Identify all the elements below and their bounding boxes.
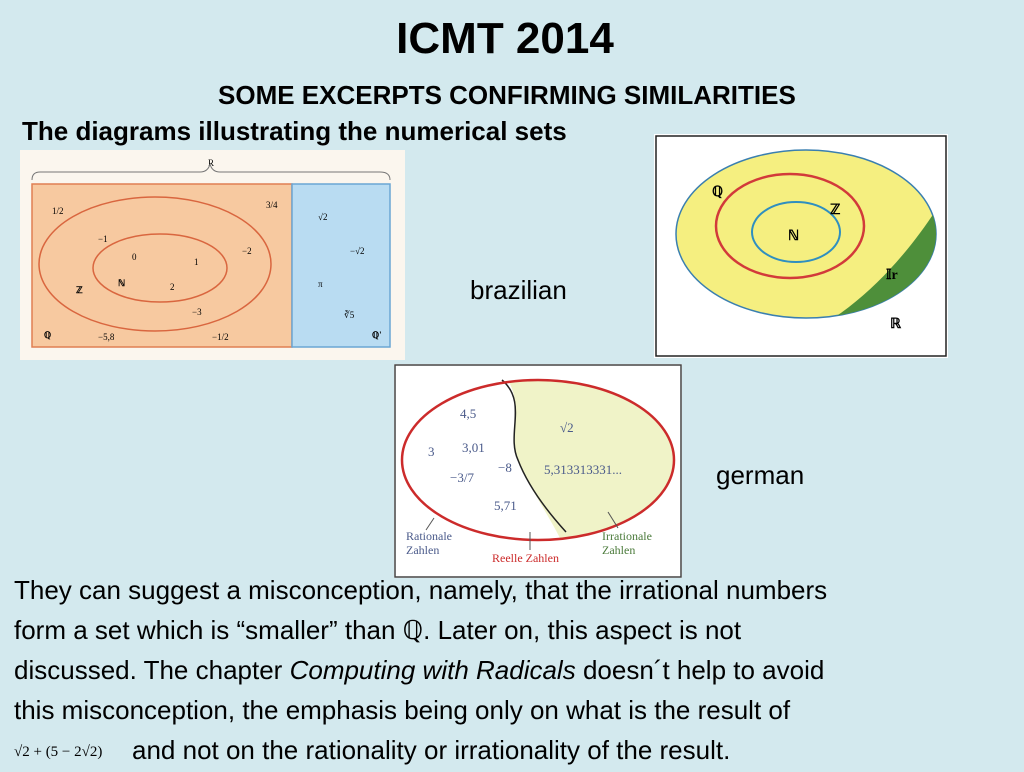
num-zero: 0 <box>132 252 137 262</box>
num-minus-one: −1 <box>98 234 108 244</box>
num-minus-two: −2 <box>242 246 252 256</box>
label-rationals: ℚ <box>712 185 723 200</box>
rationals-symbol: ℚ <box>402 615 424 645</box>
num-three-quarters: 3/4 <box>266 200 278 210</box>
brazilian-diagram-sets-figure: R ℕ ℤ ℚ ℚ' 1/2 3/4 −1 0 1 −2 2 −3 −5,8 −… <box>31 158 391 348</box>
body-paragraph: They can suggest a misconception, namely… <box>14 570 1014 772</box>
german-diagram-figure: 4,5 3 3,01 −8 −3/7 5,71 √2 5,313313331..… <box>394 364 682 578</box>
integers-ellipse <box>714 172 866 280</box>
divider-curve <box>501 379 567 533</box>
paragraph-line-3-start: discussed. The chapter <box>14 655 290 685</box>
label-german: german <box>716 460 805 490</box>
label-integers: ℤ <box>76 285 83 295</box>
label-reals: R <box>208 158 214 168</box>
label-reals: ℝ <box>890 317 902 332</box>
num-minus-five-eight: −5,8 <box>98 332 115 342</box>
num-one: 1 <box>194 257 199 267</box>
label-integers: ℤ <box>830 203 841 218</box>
paragraph-line-3: discussed. The chapter Computing with Ra… <box>14 650 1014 690</box>
integers-ellipse <box>38 196 272 332</box>
num-minus-three: −3 <box>192 307 202 317</box>
formula: √2 + (5 − 2√2) <box>14 744 103 761</box>
reelle-ellipse <box>400 378 676 542</box>
paragraph-line-1: They can suggest a misconception, namely… <box>14 575 828 605</box>
num-5-71: 5,71 <box>494 498 517 513</box>
label-naturals: ℕ <box>118 278 125 288</box>
paragraph-line-3-end: doesn´t help to avoid <box>575 655 825 685</box>
num-5-313: 5,313313331... <box>544 462 622 477</box>
num-pi: π <box>318 279 323 289</box>
page-title: ICMT 2014 <box>396 14 614 63</box>
num-minus-3-7: −3/7 <box>450 470 474 485</box>
num-minus-8: −8 <box>498 460 512 475</box>
num-3-01: 3,01 <box>462 440 485 455</box>
german-diagram: 4,5 3 3,01 −8 −3/7 5,71 √2 5,313313331..… <box>394 364 682 578</box>
section-heading: The diagrams illustrating the numerical … <box>22 116 567 146</box>
paragraph-line-2: form a set which is “smaller” than ℚ. La… <box>14 610 1014 650</box>
label-rationals: ℚ <box>44 330 51 340</box>
num-minus-sqrt-two: −√2 <box>350 246 365 256</box>
num-sqrt-two: √2 <box>318 212 327 222</box>
caption-irrationale: Irrationale <box>602 529 652 543</box>
caption-rationale: Rationale <box>406 529 452 543</box>
num-4-5: 4,5 <box>460 406 476 421</box>
caption-rationale-zahlen: Zahlen <box>406 543 439 557</box>
label-naturals: ℕ <box>788 229 799 244</box>
label-brazilian: brazilian <box>470 275 567 305</box>
paragraph-line-4: this misconception, the emphasis being o… <box>14 695 791 725</box>
paragraph-line-2-start: form a set which is “smaller” than <box>14 615 403 645</box>
naturals-ellipse <box>92 233 228 303</box>
num-minus-half: −1/2 <box>212 332 229 342</box>
paragraph-line-5: √2 + (5 − 2√2) and not on the rationality… <box>14 730 1014 772</box>
brazilian-diagram-nested-figure: ℚ ℤ ℕ 𝕀r ℝ <box>655 135 947 357</box>
caption-irrationale-zahlen: Zahlen <box>602 543 635 557</box>
rationals-region <box>31 183 293 348</box>
num-two: 2 <box>170 282 175 292</box>
paragraph-line-5-text: and not on the rationality or irrational… <box>132 735 731 765</box>
page-subtitle: SOME EXCERPTS CONFIRMING SIMILARITIES <box>218 80 796 110</box>
brazilian-diagram-nested: ℚ ℤ ℕ 𝕀r ℝ <box>654 134 948 358</box>
naturals-ellipse <box>751 201 841 263</box>
chapter-title: Computing with Radicals <box>289 655 576 685</box>
num-half: 1/2 <box>52 206 64 216</box>
num-sqrt-2: √2 <box>560 420 574 435</box>
irrationals-region <box>291 183 391 348</box>
irrationale-region <box>502 380 674 540</box>
paragraph-line-2-end: . Later on, this aspect is not <box>423 615 742 645</box>
label-irrationals: ℚ' <box>372 330 382 340</box>
num-cube-root-five: ∛5 <box>344 309 355 320</box>
brazilian-diagram-sets: R ℕ ℤ ℚ ℚ' 1/2 3/4 −1 0 1 −2 2 −3 −5,8 −… <box>20 150 405 360</box>
num-3: 3 <box>428 444 435 459</box>
label-irrationals: 𝕀r <box>886 268 898 283</box>
caption-reelle-zahlen: Reelle Zahlen <box>492 551 559 565</box>
